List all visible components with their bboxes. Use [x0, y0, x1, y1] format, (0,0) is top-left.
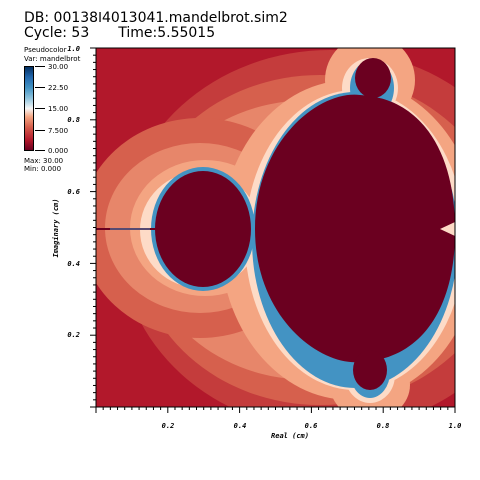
legend-tick-label: 30.00 — [48, 63, 69, 71]
x-axis-ticks — [95, 407, 456, 413]
y-tick-label: 1.0 — [67, 45, 80, 53]
fractal-image — [96, 48, 455, 407]
legend-plot-type: Pseudocolor — [24, 46, 67, 54]
legend-tick-mark — [35, 130, 45, 131]
legend-tick-label: 0.000 — [48, 147, 69, 155]
y-axis-ticks — [90, 47, 96, 408]
x-tick-label: 0.2 — [162, 422, 175, 430]
y-tick-label: 0.8 — [67, 116, 80, 124]
x-tick-label: 0.8 — [377, 422, 390, 430]
time-label: Time:5.55015 — [118, 25, 216, 41]
legend-tick-label: 15.00 — [48, 105, 69, 113]
legend-tick-mark — [35, 108, 45, 109]
legend-variable: Var: mandelbrot — [24, 55, 81, 63]
legend-color-bar — [24, 66, 34, 151]
legend-tick-label: 7.500 — [48, 127, 69, 135]
y-tick-label: 0.4 — [67, 260, 80, 268]
database-title: DB: 00138I4013041.mandelbrot.sim2 — [24, 10, 288, 27]
x-axis-label: Real (cm) — [271, 432, 309, 440]
legend-tick-mark — [35, 150, 45, 151]
legend-tick-mark — [35, 87, 45, 88]
cycle-label: Cycle: 53 — [24, 25, 90, 41]
main-cardioid — [255, 94, 455, 363]
top-bulb — [355, 58, 391, 98]
left-bulb — [155, 171, 251, 287]
legend-tick-label: 22.50 — [48, 84, 69, 92]
bottom-bulb — [353, 350, 387, 390]
db-label: DB: 00138 — [24, 10, 99, 26]
y-tick-label: 0.6 — [67, 188, 80, 196]
legend-min: Min: 0.000 — [24, 165, 62, 173]
cycle-time-line: Cycle: 53 Time:5.55015 — [24, 25, 215, 41]
x-tick-label: 0.6 — [305, 422, 318, 430]
legend-max: Max: 30.00 — [24, 157, 64, 165]
legend-tick-mark — [35, 66, 45, 67]
legend-gradient — [25, 67, 33, 150]
db-filename: 4013041.mandelbrot.sim2 — [101, 10, 288, 26]
x-tick-label: 1.0 — [449, 422, 462, 430]
text-cursor: I — [98, 11, 102, 26]
color-legend: Pseudocolor Var: mandelbrot 30.00 22.50 … — [24, 46, 104, 176]
y-tick-label: 0.2 — [67, 331, 80, 339]
x-tick-label: 0.4 — [234, 422, 247, 430]
y-axis-label: Imaginary (cm) — [52, 198, 60, 257]
